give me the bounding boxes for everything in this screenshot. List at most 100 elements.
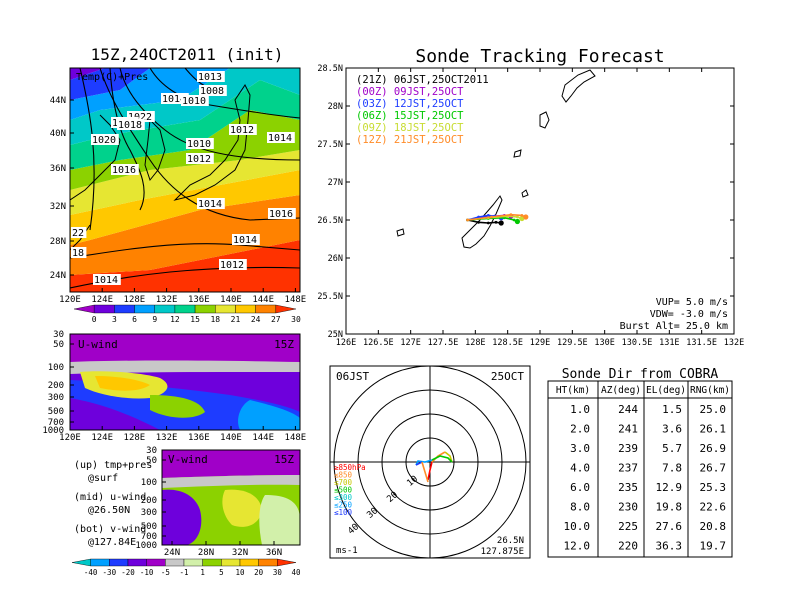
map-xtick-label: 128E — [124, 295, 146, 305]
polar-level-entry: ≤850 — [334, 471, 353, 480]
table-cell: 22.6 — [700, 501, 727, 514]
isobar-label: 1010 — [182, 96, 206, 107]
map-ytick-label: 28N — [50, 237, 66, 247]
table-cell: 36.3 — [656, 540, 683, 553]
isobar-label: 22 — [72, 228, 84, 239]
note-up: (up) tmp+pres — [74, 460, 152, 471]
uwind-ytick-label: 500 — [48, 407, 64, 417]
table-header-cell: RNG(km) — [690, 385, 730, 396]
vwind-colorbar-swatch — [127, 558, 147, 567]
track-frame — [345, 67, 735, 335]
temp-band-purple — [70, 68, 105, 80]
coastline-tokunoshima — [539, 111, 550, 129]
param-vup: VUP= 5.0 m/s — [656, 297, 728, 308]
track-ytick-label: 27N — [328, 178, 343, 188]
vwind-colorbar-swatch — [109, 558, 129, 567]
track-xtick-label: 131E — [659, 338, 679, 348]
vwind-ytick-label: 500 — [141, 522, 157, 532]
isobar-label: 1012 — [187, 154, 211, 165]
table-cell: 27.6 — [656, 520, 683, 533]
vwind-colorbar: -40 -30 -20 -10 -5 -1 1 5 10 20 30 40 — [71, 558, 301, 577]
table-cell: 20.8 — [700, 520, 727, 533]
polar-lon: 127.875E — [481, 547, 524, 557]
table-cell: 220 — [618, 540, 638, 553]
track-xtick-label: 127E — [400, 338, 420, 348]
uwind-xtick-label: 128E — [124, 433, 146, 443]
polar-lat: 26.5N — [497, 536, 524, 546]
coastline-yoron — [521, 189, 529, 198]
polar-rings — [330, 366, 530, 558]
table-cell: 7.8 — [662, 462, 682, 475]
map-xtick-label: 140E — [220, 295, 242, 305]
track-point — [509, 213, 513, 217]
launch-legend-entry: (06Z) 15JST,25OCT — [356, 110, 464, 122]
uwind-xtick-label: 136E — [188, 433, 210, 443]
table-cell: 237 — [618, 462, 638, 475]
coastline-japan — [173, 84, 251, 201]
isobar-label: 1014 — [162, 94, 186, 105]
colorbar-label: 24 — [251, 315, 261, 324]
table-title: Sonde Dir from COBRA — [562, 367, 719, 382]
track-y-ticks: 28.5N 28N 27.5N 27N 26.5N 26N 25.5N 25N — [317, 64, 734, 340]
track-landing-marker — [519, 215, 525, 222]
track-xtick-label: 128E — [465, 338, 485, 348]
coastline-small-island — [513, 149, 522, 158]
vwind-ytick-label: 300 — [141, 508, 157, 518]
table-cell: 25.3 — [700, 481, 727, 494]
uwind-ytick-label: 1000 — [42, 426, 64, 436]
table-cell: 25.0 — [700, 403, 727, 416]
launch-legend: (21Z) 06JST,25OCT2011(00Z) 09JST,25OCT(0… — [356, 74, 489, 146]
polar-level-entry: ≥850hPa — [334, 463, 366, 472]
vwind-fill-purple — [162, 450, 300, 478]
polar-date: 25OCT — [491, 370, 524, 383]
map-xtick-label: 120E — [59, 295, 81, 305]
colorbar-swatch — [93, 304, 115, 314]
track-landing-marker — [498, 220, 504, 226]
track-ytick-label: 27.5N — [317, 140, 343, 150]
track-xtick-label: 131.5E — [686, 338, 717, 348]
colorbar-label: 15 — [190, 315, 200, 324]
coastline-amami — [561, 69, 596, 103]
map-y-ticks: 44N 40N 36N 32N 28N 24N — [50, 96, 74, 281]
polar-unit: ms-1 — [336, 546, 358, 556]
table-cell: 19.8 — [656, 501, 683, 514]
isobar-label: 1018 — [118, 120, 142, 131]
colorbar-label: 0 — [92, 315, 97, 324]
uwind-x-ticks: 120E 124E 128E 132E 136E 140E 144E 148E — [59, 426, 306, 443]
vwind-colorbar-label: 5 — [219, 568, 224, 577]
param-vdw: VDW= -3.0 m/s — [650, 309, 728, 320]
launch-legend-entry: (21Z) 06JST,25OCT2011 — [356, 74, 489, 86]
polar-level-entry: ≤250 — [334, 501, 353, 510]
isobar-label: 1012 — [220, 260, 244, 271]
uwind-xtick-label: 120E — [59, 433, 81, 443]
table-cell: 225 — [618, 520, 638, 533]
polar-hodograph — [415, 451, 453, 483]
polar-time: 06JST — [336, 370, 369, 383]
vwind-colorbar-swatch — [221, 558, 241, 567]
vwind-colorbar-label: -20 — [121, 568, 135, 577]
coastline-china — [70, 114, 121, 251]
track-landing-marker — [514, 218, 521, 225]
colorbar-swatch — [114, 304, 135, 314]
vwind-colorbar-label: 20 — [254, 568, 264, 577]
track-title: Sonde Tracking Forecast — [415, 46, 664, 67]
isobar-label: 1020 — [92, 135, 116, 146]
note-up-level: @surf — [88, 473, 118, 484]
table-cell: 3.0 — [570, 442, 590, 455]
isobar-label: 1016 — [269, 209, 293, 220]
map-ytick-label: 36N — [50, 164, 66, 174]
vwind-xtick-label: 36N — [266, 548, 282, 558]
vwind-colorbar-swatch — [90, 558, 110, 567]
track-point — [486, 214, 490, 217]
track-xtick-label: 129.5E — [557, 338, 588, 348]
map-xtick-label: 136E — [188, 295, 210, 305]
isobar-label: 1022 — [128, 112, 152, 123]
colorbar-label: 3 — [112, 315, 117, 324]
track-point — [512, 218, 516, 222]
polar-level-legend: ≥850hPa≤850≤700≤500≤300≤250≤100 — [334, 463, 366, 517]
vwind-colorbar-label: -30 — [103, 568, 117, 577]
colorbar-swatch — [194, 304, 216, 314]
polar-level-entry: ≤100 — [334, 508, 353, 517]
